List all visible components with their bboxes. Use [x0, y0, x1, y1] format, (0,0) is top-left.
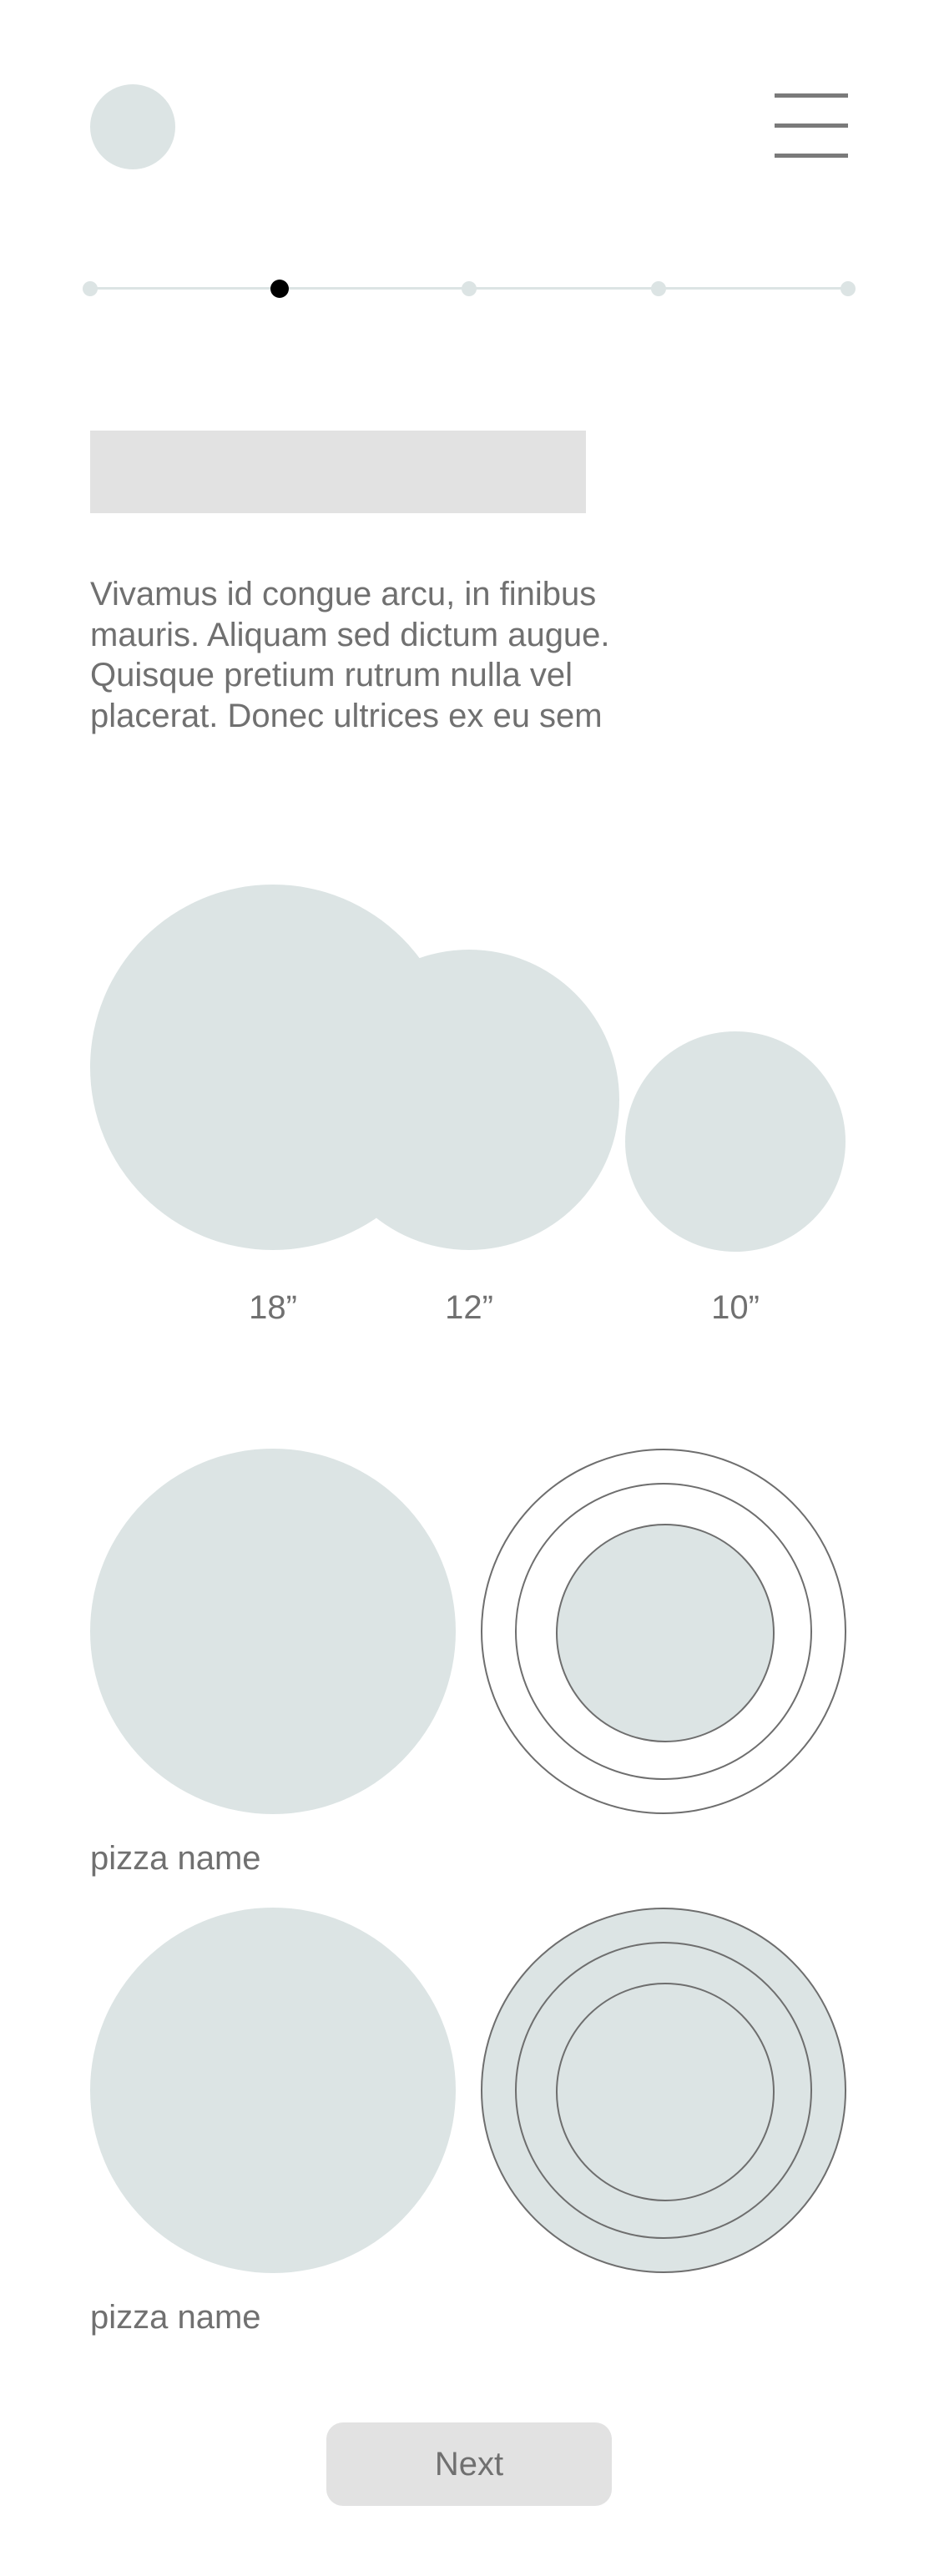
- size-label-12: 12”: [445, 1289, 493, 1326]
- pizza-size-ring-middle: [515, 1942, 812, 2239]
- progress-stepper: [0, 275, 939, 300]
- pizza-size-ring-inner: [556, 1524, 775, 1742]
- stepper-dot-5[interactable]: [841, 280, 856, 296]
- pizza-name-label: pizza name: [90, 1840, 261, 1877]
- pizza-name-label: pizza name: [90, 2299, 261, 2336]
- size-option-10[interactable]: [625, 1031, 846, 1252]
- intro-text: Vivamus id congue arcu, in finibus mauri…: [90, 576, 610, 734]
- next-button[interactable]: Next: [326, 2422, 612, 2506]
- avatar[interactable]: [90, 84, 175, 169]
- hamburger-menu-icon[interactable]: [775, 93, 850, 159]
- pizza-image[interactable]: [90, 1449, 456, 1814]
- stepper-dot-2[interactable]: [270, 279, 289, 298]
- pizza-image[interactable]: [90, 1908, 456, 2273]
- pizza-size-ring-middle: [515, 1483, 812, 1780]
- stepper-dot-3[interactable]: [462, 280, 477, 296]
- stepper-dot-4[interactable]: [651, 280, 666, 296]
- size-option-12[interactable]: [319, 950, 619, 1250]
- pizza-size-ring-inner: [556, 1983, 775, 2201]
- size-label-10: 10”: [711, 1289, 760, 1326]
- pizza-size-rings[interactable]: [481, 1449, 846, 1814]
- size-label-18: 18”: [249, 1289, 297, 1326]
- stepper-dot-1[interactable]: [83, 280, 98, 296]
- title-placeholder: [90, 431, 586, 513]
